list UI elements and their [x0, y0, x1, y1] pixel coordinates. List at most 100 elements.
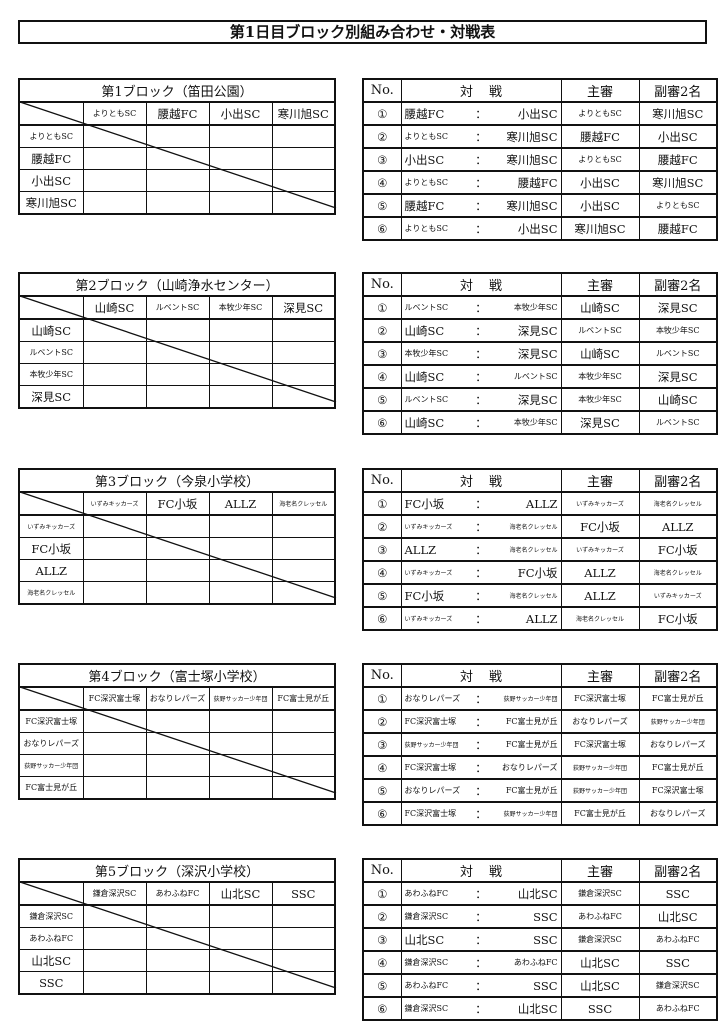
- header-no: No.: [362, 272, 402, 297]
- row-team: 海老名クレッセル: [18, 581, 84, 605]
- grid-row: 寒川旭SC: [18, 191, 336, 215]
- result-cell: [145, 318, 210, 342]
- result-cell: [145, 732, 210, 755]
- vs-colon: ：: [473, 560, 489, 585]
- result-cell: [82, 971, 147, 995]
- vs-colon: ：: [473, 732, 489, 757]
- home-team: いずみキッカーズ: [400, 606, 473, 631]
- column-team: 山崎SC: [82, 295, 147, 320]
- result-cell: [145, 514, 210, 538]
- grid-row: 深見SC: [18, 385, 336, 409]
- column-team: 小出SC: [208, 101, 273, 126]
- match-number: ③: [362, 341, 402, 366]
- corner-cell: [18, 686, 84, 711]
- result-cell: [145, 341, 210, 364]
- match-number: ⑥: [362, 410, 402, 435]
- result-cell: [271, 537, 336, 560]
- home-team: いずみキッカーズ: [400, 514, 473, 539]
- referee: 鎌倉深沢SC: [560, 927, 640, 952]
- sub-referees: FC小坂: [638, 606, 718, 631]
- match-number: ①: [362, 101, 402, 126]
- sub-referees: 腰越FC: [638, 216, 718, 241]
- match-number: ④: [362, 950, 402, 975]
- match-number: ③: [362, 537, 402, 562]
- result-cell: [145, 385, 210, 409]
- vs-colon: ：: [473, 950, 489, 975]
- match-number: ⑥: [362, 801, 402, 826]
- sub-referees: 寒川旭SC: [638, 170, 718, 195]
- result-cell: [82, 754, 147, 777]
- result-cell: [271, 147, 336, 170]
- result-cell: [82, 363, 147, 386]
- vs-colon: ：: [473, 387, 489, 412]
- match-row: ⑤ 腰越FC：寒川旭SC 小出SC よりともSC: [362, 193, 718, 218]
- result-cell: [271, 754, 336, 777]
- column-team: 荻野サッカー少年団: [208, 686, 273, 711]
- result-cell: [271, 732, 336, 755]
- result-cell: [208, 581, 273, 605]
- row-team: よりともSC: [18, 124, 84, 148]
- result-cell: [271, 191, 336, 215]
- match-row: ⑤ ルベントSC：深見SC 本牧少年SC 山崎SC: [362, 387, 718, 412]
- away-team: ALLZ: [489, 491, 562, 516]
- column-team: FC小坂: [145, 491, 210, 516]
- corner-cell: [18, 491, 84, 516]
- block-title: 第5ブロック（深沢小学校）: [18, 858, 336, 883]
- vs-colon: ：: [473, 904, 489, 929]
- header-match-b: 戦: [489, 78, 562, 103]
- row-team: SSC: [18, 971, 84, 995]
- match-number: ①: [362, 686, 402, 711]
- match-table-3: No. 対戦主審 副審2名 ① FC小坂： ALLZ いずみキッカーズ 海老名クレッセル ② いず…: [362, 468, 718, 631]
- referee: 深見SC: [560, 410, 640, 435]
- match-row: ③ 荻野サッカー少年団： FC富士見が丘 FC深沢富士塚 おなりレパーズ: [362, 732, 718, 757]
- sub-referees: いずみキッカーズ: [638, 583, 718, 608]
- referee: FC深沢富士塚: [560, 732, 640, 757]
- result-cell: [145, 904, 210, 928]
- grid-row: FC深沢富士塚: [18, 709, 336, 733]
- sub-referees: 寒川旭SC: [638, 101, 718, 126]
- row-team: FC富士見が丘: [18, 776, 84, 800]
- away-team: 寒川旭SC: [489, 193, 562, 218]
- vs-colon: ：: [473, 491, 489, 516]
- match-number: ④: [362, 170, 402, 195]
- result-cell: [82, 147, 147, 170]
- row-team: 山崎SC: [18, 318, 84, 342]
- sub-referees: おなりレパーズ: [638, 801, 718, 826]
- row-team: ALLZ: [18, 559, 84, 582]
- home-team: あわふねFC: [400, 973, 473, 998]
- block-grid-2: 第2ブロック（山崎浄水センター） 山崎SC ルベントSC 本牧少年SC 深見SC 山崎SC…: [18, 272, 336, 409]
- vs-colon: ：: [473, 881, 489, 906]
- vs-colon: ：: [473, 193, 489, 218]
- sub-referees: FC富士見が丘: [638, 686, 718, 711]
- header-sub-referees: 副審2名: [638, 78, 718, 103]
- away-team: 小出SC: [489, 101, 562, 126]
- result-cell: [82, 949, 147, 972]
- sub-referees: おなりレパーズ: [638, 732, 718, 757]
- match-row: ④ 山崎SC：ルベントSC 本牧少年SC 深見SC: [362, 364, 718, 389]
- header-no: No.: [362, 858, 402, 883]
- sub-referees: 海老名クレッセル: [638, 491, 718, 516]
- result-cell: [271, 363, 336, 386]
- home-team: 山北SC: [400, 927, 473, 952]
- home-team: ルベントSC: [400, 387, 473, 412]
- referee: あわふねFC: [560, 904, 640, 929]
- away-team: 海老名クレッセル: [489, 537, 562, 562]
- header-match-a: 対: [400, 78, 473, 103]
- referee: FC小坂: [560, 514, 640, 539]
- referee: 鎌倉深沢SC: [560, 881, 640, 906]
- referee: 本牧少年SC: [560, 364, 640, 389]
- away-team: あわふねFC: [489, 950, 562, 975]
- away-team: 本牧少年SC: [489, 410, 562, 435]
- home-team: FC深沢富士塚: [400, 801, 473, 826]
- home-team: 山崎SC: [400, 318, 473, 343]
- result-cell: [208, 363, 273, 386]
- match-row: ④ FC深沢富士塚：おなりレパーズ 荻野サッカー少年団 FC富士見が丘: [362, 755, 718, 780]
- match-number: ③: [362, 927, 402, 952]
- block-title: 第1ブロック（笛田公園）: [18, 78, 336, 103]
- referee: 小出SC: [560, 193, 640, 218]
- result-cell: [145, 971, 210, 995]
- match-table-1: No. 対戦主審 副審2名 ① 腰越FC：小出SC よりともSC 寒川旭SC ② よりともSC：…: [362, 78, 718, 241]
- match-row: ③ 小出SC：寒川旭SC よりともSC 腰越FC: [362, 147, 718, 172]
- column-team: 深見SC: [271, 295, 336, 320]
- match-row: ④ よりともSC：腰越FC 小出SC 寒川旭SC: [362, 170, 718, 195]
